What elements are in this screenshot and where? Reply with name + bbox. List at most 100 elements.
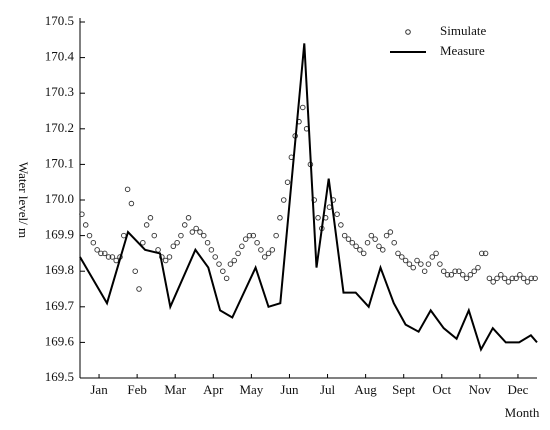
y-tick-label: 170.1 [45, 155, 74, 170]
simulate-point [223, 275, 230, 282]
simulate-point [246, 232, 253, 239]
simulate-point [79, 211, 85, 217]
simulate-point [341, 232, 348, 239]
simulate-point [513, 275, 519, 282]
simulate-point [143, 222, 150, 228]
y-tick-label: 170.4 [45, 49, 75, 64]
simulate-point [448, 272, 455, 278]
y-tick-label: 170.5 [45, 13, 74, 28]
simulate-point [216, 261, 222, 267]
x-tick-label: Apr [203, 382, 224, 397]
simulate-point [360, 250, 367, 257]
simulate-point [475, 264, 481, 271]
simulate-point [410, 264, 416, 271]
x-tick-label: Mar [164, 382, 186, 397]
simulate-point [380, 247, 386, 253]
simulate-point [402, 257, 409, 264]
simulate-point [509, 275, 515, 282]
simulate-point [239, 243, 245, 250]
simulate-point [121, 232, 127, 239]
simulate-point [250, 232, 257, 239]
simulate-point [147, 215, 154, 221]
y-tick-label: 170.2 [45, 120, 74, 135]
x-tick-label: Feb [127, 382, 147, 397]
x-tick-label: Jun [280, 382, 299, 397]
legend-label: Measure [440, 43, 485, 58]
simulate-point [212, 254, 218, 260]
simulate-point [334, 211, 340, 217]
y-tick-label: 169.7 [45, 298, 75, 313]
simulate-point [208, 247, 215, 253]
simulate-point [414, 257, 420, 264]
simulate-point [395, 250, 401, 257]
simulate-point [189, 229, 196, 235]
y-axis-label: Water level/ m [16, 162, 31, 238]
simulate-point [269, 247, 276, 253]
simulate-point [204, 239, 211, 246]
simulate-point [300, 104, 306, 111]
simulate-point [284, 179, 291, 185]
simulate-point [520, 275, 527, 282]
simulate-point [532, 275, 538, 282]
x-tick-label: Dec [507, 382, 528, 397]
simulate-point [102, 250, 108, 257]
x-tick-label: Oct [432, 382, 451, 397]
simulate-point [425, 261, 432, 267]
simulate-point [421, 268, 428, 274]
simulate-point [242, 236, 249, 242]
simulate-point [193, 225, 199, 232]
simulate-point [315, 215, 321, 221]
y-tick-label: 170.0 [45, 191, 74, 206]
simulate-point [231, 257, 237, 264]
simulate-point [338, 222, 344, 228]
simulate-point [406, 261, 413, 267]
simulate-point [456, 268, 462, 274]
y-tick-label: 169.8 [45, 262, 74, 277]
simulate-point [429, 254, 436, 260]
simulate-point [524, 279, 531, 285]
simulate-point [170, 243, 177, 250]
simulate-point [166, 254, 173, 260]
simulate-point [345, 236, 352, 242]
simulate-point [98, 250, 104, 257]
simulate-point [486, 275, 493, 282]
simulate-point [90, 239, 97, 246]
simulate-point [452, 268, 458, 274]
simulate-point [528, 275, 535, 282]
simulate-point [376, 243, 382, 250]
y-tick-label: 170.3 [45, 84, 74, 99]
x-tick-label: Jan [90, 382, 108, 397]
simulate-point [254, 239, 260, 246]
simulate-point [437, 261, 443, 267]
x-tick-label: Nov [469, 382, 492, 397]
simulate-point [94, 247, 100, 253]
simulate-point [471, 268, 477, 274]
simulate-point [353, 243, 359, 250]
simulate-point [155, 247, 161, 253]
measure-line [79, 43, 538, 353]
simulate-point [467, 272, 474, 278]
simulate-point [372, 236, 378, 242]
simulate-point [490, 279, 496, 285]
simulate-point [124, 186, 131, 193]
simulate-point [265, 250, 272, 257]
y-tick-label: 169.9 [45, 227, 74, 242]
x-tick-label: Jul [320, 382, 336, 397]
simulate-point [494, 275, 500, 282]
simulate-point [433, 250, 439, 257]
simulate-point [185, 215, 192, 221]
x-axis-label: Month [505, 405, 540, 420]
x-tick-label: Aug [354, 382, 377, 397]
simulate-point [280, 197, 287, 203]
simulate-point [151, 232, 158, 239]
simulate-point [201, 232, 207, 239]
simulate-point [391, 239, 397, 246]
y-tick-label: 169.5 [45, 369, 74, 384]
simulate-point [174, 239, 180, 246]
simulate-point [105, 254, 112, 260]
legend-marker [405, 29, 411, 35]
simulate-point [349, 239, 356, 246]
simulate-point [227, 261, 234, 267]
simulate-point [128, 200, 135, 207]
